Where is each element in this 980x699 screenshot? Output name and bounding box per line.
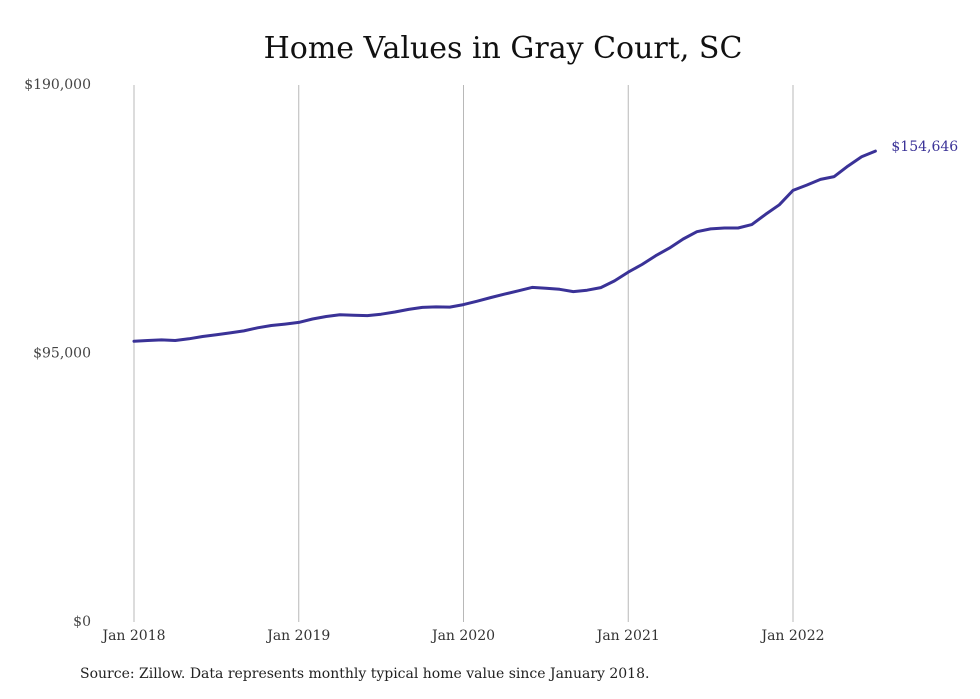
y-tick-label: $0 bbox=[73, 614, 91, 630]
y-axis-ticks: $0 $95,000 $190,000 bbox=[24, 77, 91, 630]
source-note: Source: Zillow. Data represents monthly … bbox=[80, 666, 650, 682]
x-tick-label: Jan 2021 bbox=[595, 628, 660, 644]
series-group: $154,646 bbox=[132, 139, 958, 343]
series-line bbox=[132, 149, 877, 343]
x-axis-ticks: Jan 2018 Jan 2019 Jan 2020 Jan 2021 Jan 2022 bbox=[100, 628, 824, 644]
x-tick-label: Jan 2020 bbox=[430, 628, 495, 644]
end-value-label: $154,646 bbox=[891, 139, 958, 155]
grid-lines bbox=[133, 85, 794, 622]
x-tick-label: Jan 2018 bbox=[100, 628, 165, 644]
y-tick-label: $95,000 bbox=[33, 346, 91, 362]
x-tick-label: Jan 2022 bbox=[759, 628, 824, 644]
y-tick-label: $190,000 bbox=[24, 77, 91, 93]
chart-title: Home Values in Gray Court, SC bbox=[264, 31, 743, 66]
x-tick-label: Jan 2019 bbox=[265, 628, 330, 644]
